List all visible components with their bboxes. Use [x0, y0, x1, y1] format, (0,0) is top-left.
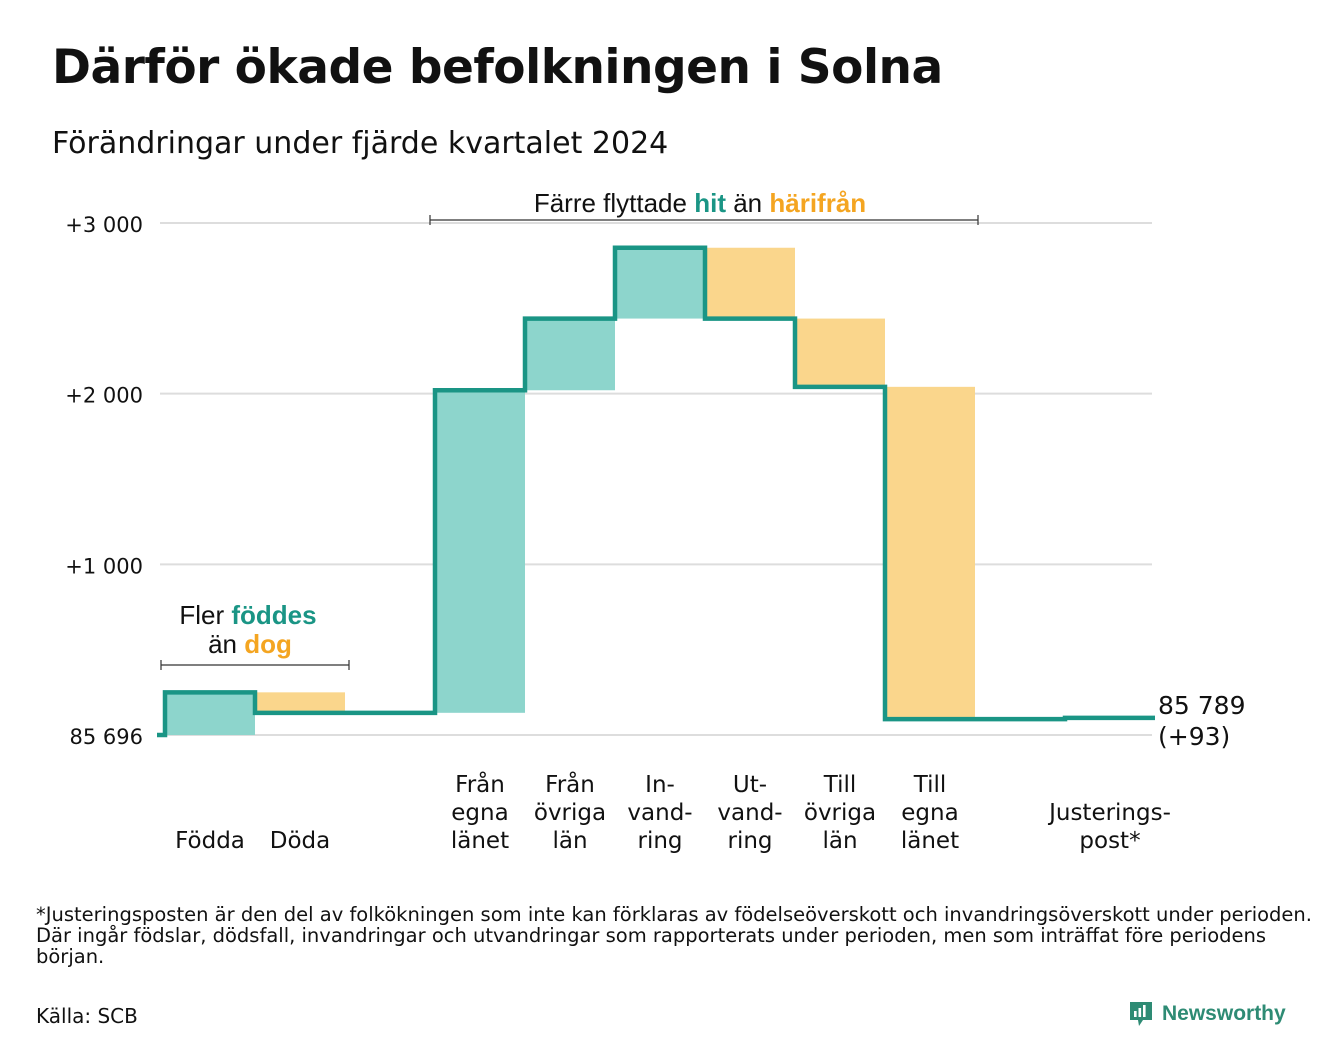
x-label-4: Från övriga län — [534, 770, 606, 854]
bar-8 — [885, 386, 975, 720]
x-label-0: Födda — [175, 828, 245, 854]
newsworthy-logo: Newsworthy — [1128, 1000, 1286, 1028]
x-label-10: Justerings-post* — [1047, 800, 1171, 854]
bar-0 — [165, 692, 255, 735]
migration-annotation: Färre flyttade hit än härifrån — [534, 188, 866, 218]
footnote: *Justeringsposten är den del av folkökni… — [36, 903, 1312, 968]
end-change-label: (+93) — [1158, 722, 1230, 751]
x-label-1: Döda — [270, 828, 330, 854]
waterfall-chart: 85 696 +1 000 +2 000 +3 000 Födda Döda Från egn… — [65, 188, 1245, 854]
bar-7 — [795, 318, 885, 387]
chart-title: Därför ökade befolkningen i Solna — [52, 40, 943, 95]
births-annotation-line2: än dog — [208, 629, 292, 659]
bar-4 — [525, 318, 615, 391]
x-label-6: Ut-vand-ring — [717, 772, 782, 854]
migration-annotation-bracket — [429, 215, 979, 225]
cumulative-step-line — [157, 245, 1155, 738]
bar-6 — [705, 247, 795, 319]
x-label-8: Till egna länet — [901, 772, 959, 854]
end-value-label: 85 789 — [1158, 691, 1245, 720]
y-tick-label-1: +1 000 — [65, 554, 143, 578]
bar-3 — [435, 390, 525, 713]
chart-subtitle: Förändringar under fjärde kvartalet 2024 — [52, 126, 669, 161]
births-annotation-line1: Fler föddes — [179, 600, 316, 630]
bar-5 — [615, 247, 705, 319]
source-label: Källa: SCB — [36, 1004, 138, 1028]
x-label-7: Till övriga län — [804, 772, 876, 854]
newsworthy-logo-icon — [1130, 1002, 1152, 1026]
y-tick-label-0: 85 696 — [70, 725, 143, 749]
x-label-3: Från egna länet — [451, 770, 509, 854]
births-annotation-bracket — [160, 660, 350, 670]
bar-1 — [255, 692, 345, 713]
y-tick-label-3: +3 000 — [65, 213, 143, 237]
x-label-5: In-vand-ring — [627, 772, 692, 854]
y-tick-label-2: +2 000 — [65, 384, 143, 408]
newsworthy-logo-text: Newsworthy — [1162, 1002, 1286, 1025]
